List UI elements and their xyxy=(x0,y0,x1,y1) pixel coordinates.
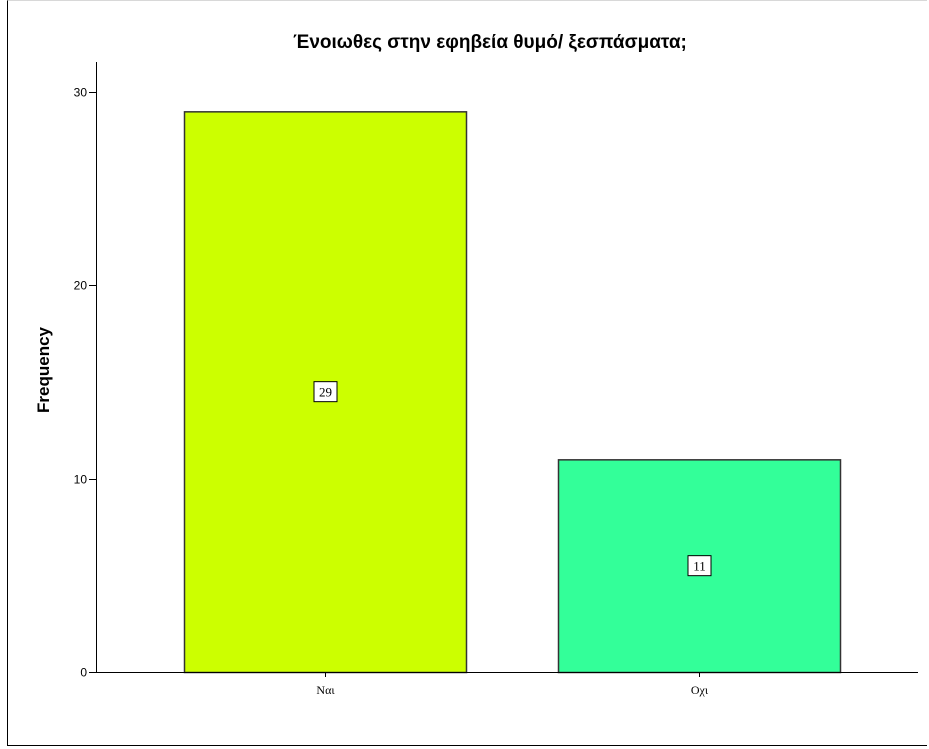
y-tick-label-4: 30 xyxy=(74,86,88,100)
y-axis-label: Frequency xyxy=(34,326,53,413)
axes-group: Ναι Οχι 0 10 20 30 xyxy=(74,62,918,697)
data-label-box-1 xyxy=(313,381,338,403)
y-tick-label-1: 0 xyxy=(80,666,87,680)
chart-title: Ένοιωθες στην εφηβεία θυμό/ ξεσπάσματα; xyxy=(293,32,687,53)
x-tick-label-1: Ναι xyxy=(316,683,335,697)
data-label-box-2 xyxy=(687,555,712,577)
y-tick-label-2: 10 xyxy=(74,473,88,487)
bars-group: 29 11 xyxy=(183,111,842,674)
y-tick-label-3: 20 xyxy=(74,279,88,293)
data-label-1: 29 xyxy=(319,385,332,400)
data-label-2: 11 xyxy=(693,559,706,574)
x-tick-label-2: Οχι xyxy=(691,683,709,697)
